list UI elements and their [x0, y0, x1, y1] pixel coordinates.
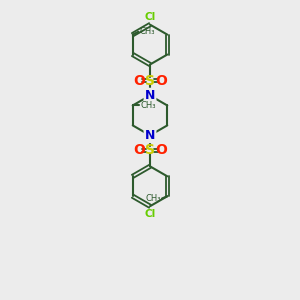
Text: N: N	[145, 129, 155, 142]
Text: Cl: Cl	[144, 12, 156, 22]
Text: S: S	[145, 143, 155, 157]
Text: CH₃: CH₃	[140, 27, 155, 36]
Text: N: N	[145, 89, 155, 102]
Text: S: S	[145, 74, 155, 88]
Text: O: O	[133, 143, 145, 157]
Text: CH₃: CH₃	[140, 101, 156, 110]
Text: O: O	[155, 143, 167, 157]
Text: O: O	[133, 74, 145, 88]
Text: N: N	[145, 89, 155, 102]
Text: Cl: Cl	[144, 208, 156, 218]
Text: O: O	[155, 74, 167, 88]
Text: CH₃: CH₃	[146, 194, 161, 203]
